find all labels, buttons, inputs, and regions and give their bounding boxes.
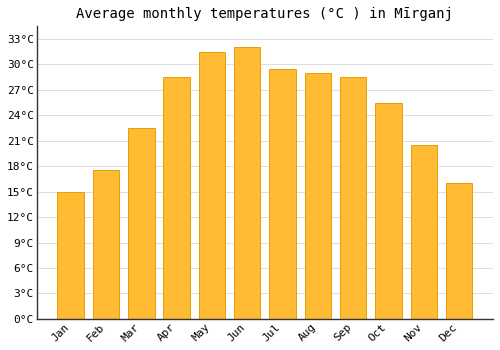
Bar bbox=[270, 69, 296, 319]
Bar bbox=[164, 77, 190, 319]
Bar bbox=[410, 145, 437, 319]
Bar bbox=[93, 170, 120, 319]
Bar bbox=[198, 52, 225, 319]
Bar bbox=[304, 73, 331, 319]
Bar bbox=[375, 103, 402, 319]
Bar bbox=[340, 77, 366, 319]
Bar bbox=[128, 128, 154, 319]
Bar bbox=[58, 192, 84, 319]
Title: Average monthly temperatures (°C ) in Mīrganj: Average monthly temperatures (°C ) in Mī… bbox=[76, 7, 454, 21]
Bar bbox=[446, 183, 472, 319]
Bar bbox=[234, 48, 260, 319]
